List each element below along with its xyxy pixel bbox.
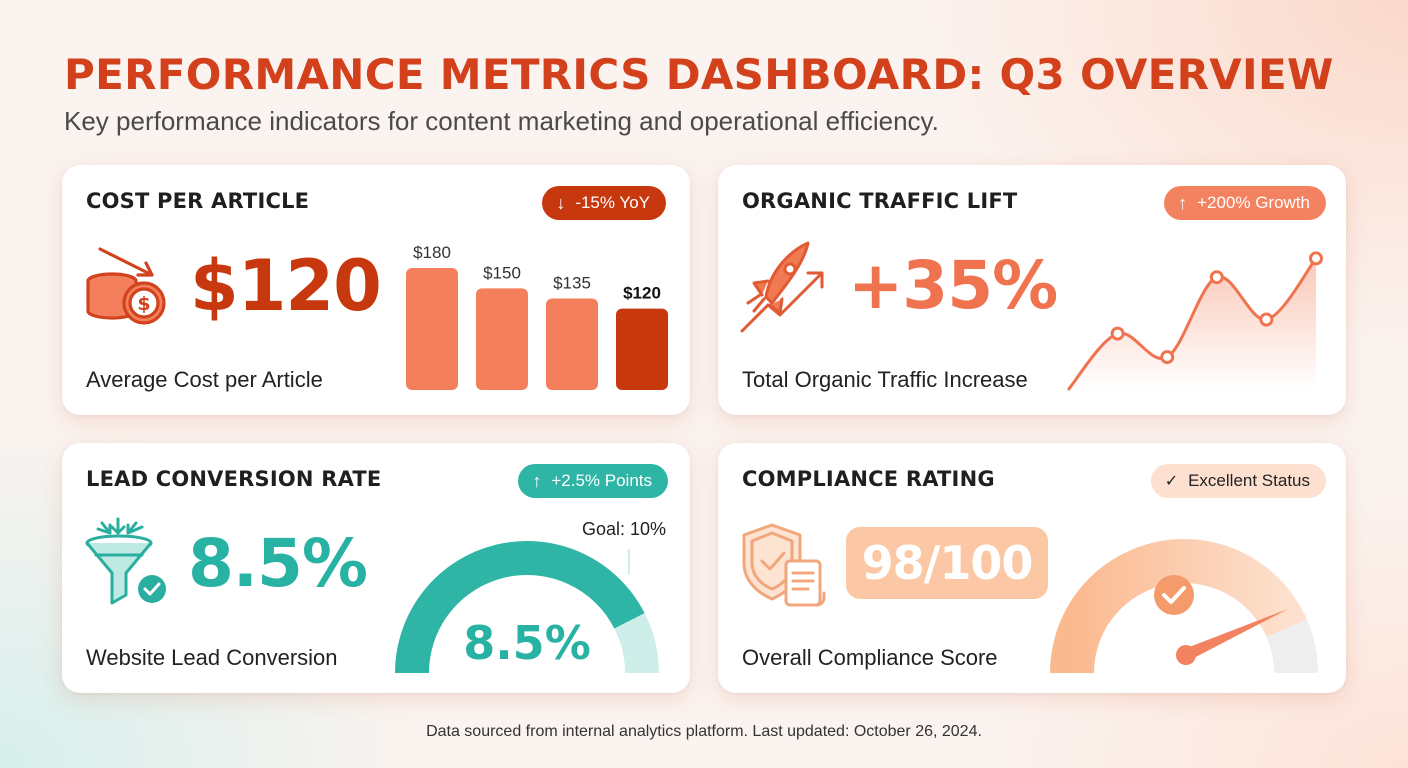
traffic-point	[1110, 326, 1125, 341]
traffic-point	[1160, 350, 1175, 365]
badge-text: +200% Growth	[1197, 193, 1310, 212]
card-subtitle: Website Lead Conversion	[86, 645, 338, 670]
gauge-needle	[1176, 609, 1288, 665]
card-title: COST PER ARTICLE	[86, 189, 310, 213]
organic-traffic-card: ORGANIC TRAFFIC LIFT ↑ +200% Growth +35%…	[718, 165, 1346, 415]
card-title: ORGANIC TRAFFIC LIFT	[742, 189, 1018, 213]
score-box: 98/100	[846, 527, 1048, 599]
card-subtitle: Average Cost per Article	[86, 367, 323, 392]
arrow-up-icon: ↑	[1178, 192, 1188, 213]
cost-bar-label: $150	[483, 263, 521, 282]
points-badge: ↑ +2.5% Points	[518, 464, 668, 498]
cost-bar	[476, 288, 528, 390]
check-icon: ✓	[1164, 473, 1179, 490]
compliance-metric-value: 98/100	[861, 536, 1034, 590]
traffic-point	[1209, 270, 1224, 285]
traffic-metric-value: +35%	[848, 247, 1058, 324]
arrow-up-icon: ↑	[532, 470, 542, 491]
cost-bar	[406, 268, 458, 390]
cost-per-article-card: COST PER ARTICLE ↓ -15% YoY $ $120 $180 $…	[62, 165, 690, 415]
badge-text: -15% YoY	[575, 193, 650, 212]
card-subtitle: Overall Compliance Score	[742, 645, 998, 670]
gauge-track	[614, 613, 659, 673]
card-title: LEAD CONVERSION RATE	[86, 467, 382, 491]
cost-bar	[546, 298, 598, 390]
gauge-value-label: 8.5%	[463, 616, 591, 670]
gauge-fill	[395, 541, 645, 673]
goal-label: Goal: 10%	[582, 519, 666, 539]
compliance-gauge	[1050, 539, 1318, 673]
lead-metric-value: 8.5%	[188, 525, 368, 602]
status-badge: ✓ Excellent Status	[1150, 464, 1326, 498]
cost-bar-label: $120	[623, 284, 661, 303]
coins-dollar-icon: $	[86, 247, 166, 325]
traffic-point	[1309, 251, 1323, 266]
svg-text:$: $	[137, 293, 150, 315]
traffic-point	[1259, 312, 1274, 327]
card-subtitle: Total Organic Traffic Increase	[742, 367, 1028, 392]
traffic-area	[1068, 258, 1316, 390]
yoy-badge: ↓ -15% YoY	[542, 186, 666, 220]
badge-text: Excellent Status	[1188, 471, 1310, 490]
arrow-down-icon: ↓	[556, 192, 566, 213]
card-title: COMPLIANCE RATING	[742, 467, 995, 491]
gauge-fill	[1050, 539, 1307, 673]
check-circle-icon	[1154, 575, 1194, 615]
cost-metric-value: $120	[190, 245, 382, 327]
footer-note: Data sourced from internal analytics pla…	[426, 723, 982, 740]
page-title: PERFORMANCE METRICS DASHBOARD: Q3 OVERVI…	[64, 50, 1334, 99]
rocket-trend-icon	[740, 241, 824, 333]
badge-text: +2.5% Points	[551, 471, 652, 490]
cost-bar-label: $135	[553, 274, 591, 293]
growth-badge: ↑ +200% Growth	[1164, 186, 1326, 220]
cost-bar-label: $180	[413, 243, 451, 262]
traffic-line-chart	[1066, 251, 1323, 391]
page-subtitle: Key performance indicators for content m…	[64, 106, 939, 136]
gauge-track	[1266, 619, 1318, 673]
cost-bar-chart: $180 $150 $135 $120	[406, 243, 668, 390]
funnel-check-icon	[85, 517, 166, 605]
lead-conversion-card: LEAD CONVERSION RATE ↑ +2.5% Points 8.5%…	[62, 443, 690, 693]
compliance-rating-card: COMPLIANCE RATING ✓ Excellent Status 98/…	[718, 443, 1346, 693]
cost-bar	[616, 308, 668, 390]
shield-document-icon	[742, 523, 826, 607]
lead-gauge: Goal: 10% 8.5%	[395, 519, 666, 673]
